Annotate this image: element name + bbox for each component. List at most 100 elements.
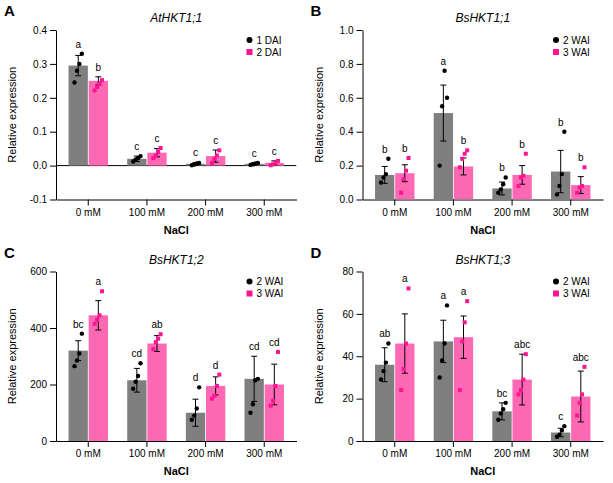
tick: 100 mM (129, 441, 165, 459)
significance-letter: c (134, 141, 139, 152)
tick-label: 0 mM (76, 207, 101, 218)
point (562, 424, 566, 428)
point (379, 180, 383, 184)
panel: -0.10.00.10.20.30.40 mM100 mM200 mM300 m… (4, 2, 297, 236)
error-bar-cap (134, 392, 140, 393)
tick-mark (146, 441, 147, 447)
point (95, 318, 99, 322)
legend-label: 3 WAI (563, 47, 590, 58)
point (98, 313, 102, 317)
point (562, 130, 566, 134)
tick-mark (394, 200, 395, 206)
y-axis: 020406080 (342, 266, 363, 447)
error-bar (382, 348, 388, 382)
legend: 2 WAI3 WAI (247, 276, 284, 299)
error-bar (402, 314, 408, 373)
legend: 2 WAI3 WAI (553, 276, 590, 299)
tick-mark (357, 441, 363, 442)
x-axis: 0 mM100 mM200 mM300 mM (57, 441, 298, 459)
error-bar (519, 354, 525, 405)
point (406, 156, 410, 160)
tick-mark (50, 272, 56, 273)
significance-letter: bc (497, 388, 508, 399)
tick: 20 (342, 393, 362, 404)
bar (512, 380, 531, 441)
point (578, 401, 582, 405)
point (256, 161, 260, 165)
significance-letter: d (193, 372, 199, 383)
error-bar (558, 428, 564, 436)
point (575, 414, 579, 418)
tick: 80 (342, 266, 362, 277)
point (580, 392, 584, 396)
point (131, 387, 135, 391)
tick-label: 300 mM (553, 207, 589, 218)
point (217, 148, 221, 152)
x-axis-label: NaCl (470, 465, 495, 477)
tick-label: 1.0 (340, 25, 354, 36)
legend-item: 3 WAI (553, 288, 590, 299)
point (136, 374, 140, 378)
legend: 2 WAI3 WAI (553, 35, 590, 58)
error-bar-cap (402, 313, 408, 314)
tick: 0.4 (340, 126, 363, 137)
error-bar-cap (578, 371, 584, 372)
tick: 0.2 (340, 160, 363, 171)
tick-mark (453, 200, 454, 206)
tick-mark (570, 200, 571, 206)
x-axis-label: NaCl (164, 224, 189, 236)
tick-label: 100 mM (129, 207, 165, 218)
point (404, 169, 408, 173)
point (212, 394, 216, 398)
tick-label: 0 (41, 436, 47, 447)
tick: 60 (342, 309, 362, 320)
point (197, 161, 201, 165)
significance-letter: c (252, 148, 257, 159)
point (77, 351, 81, 355)
axis-domain (363, 272, 364, 442)
error-bar-line (443, 85, 444, 141)
tick: 300 mM (246, 200, 282, 218)
point (138, 361, 142, 365)
bar (375, 175, 394, 200)
legend-label: 3 WAI (257, 288, 284, 299)
tick-label: 0 mM (76, 448, 101, 459)
tick-mark (205, 200, 206, 206)
error-bar (440, 85, 446, 141)
tick-mark (264, 441, 265, 447)
tick-label: 0.3 (33, 59, 47, 70)
legend-item: 2 WAI (553, 35, 590, 46)
point (465, 148, 469, 152)
tick-label: 0.8 (340, 59, 354, 70)
tick-label: 0.0 (340, 194, 354, 205)
marks (56, 52, 297, 168)
error-bar (213, 377, 219, 395)
legend-item: 2 WAI (247, 276, 284, 287)
plot-area: -0.10.00.10.20.30.40 mM100 mM200 mM300 m… (6, 11, 297, 236)
significance-letter: c (154, 133, 159, 144)
axis-domain (363, 200, 604, 201)
significance-letter: bc (73, 319, 84, 330)
point (195, 406, 199, 410)
significance-letter: c (193, 147, 198, 158)
point (274, 384, 278, 388)
legend-label: 1 DAI (257, 35, 282, 46)
legend-item: 3 WAI (247, 288, 284, 299)
tick-mark (357, 64, 363, 65)
error-bar-cap (134, 368, 140, 369)
point (100, 78, 104, 82)
error-bar-cap (519, 165, 525, 166)
y-axis-label: Relative expression (313, 308, 325, 404)
significance-letter: cd (249, 341, 260, 352)
tick: 0.4 (33, 25, 56, 36)
tick-label: 0.4 (33, 25, 47, 36)
tick-mark (50, 98, 56, 99)
point (156, 150, 160, 154)
legend-symbol (247, 279, 253, 285)
significance-letter: abc (514, 339, 530, 350)
legend-label: 2 WAI (563, 276, 590, 287)
tick: 300 mM (553, 441, 589, 459)
plot-area: 02004006000 mM100 mM200 mM300 mMbccddcda… (6, 253, 297, 478)
tick-mark (50, 385, 56, 386)
point (399, 388, 403, 392)
